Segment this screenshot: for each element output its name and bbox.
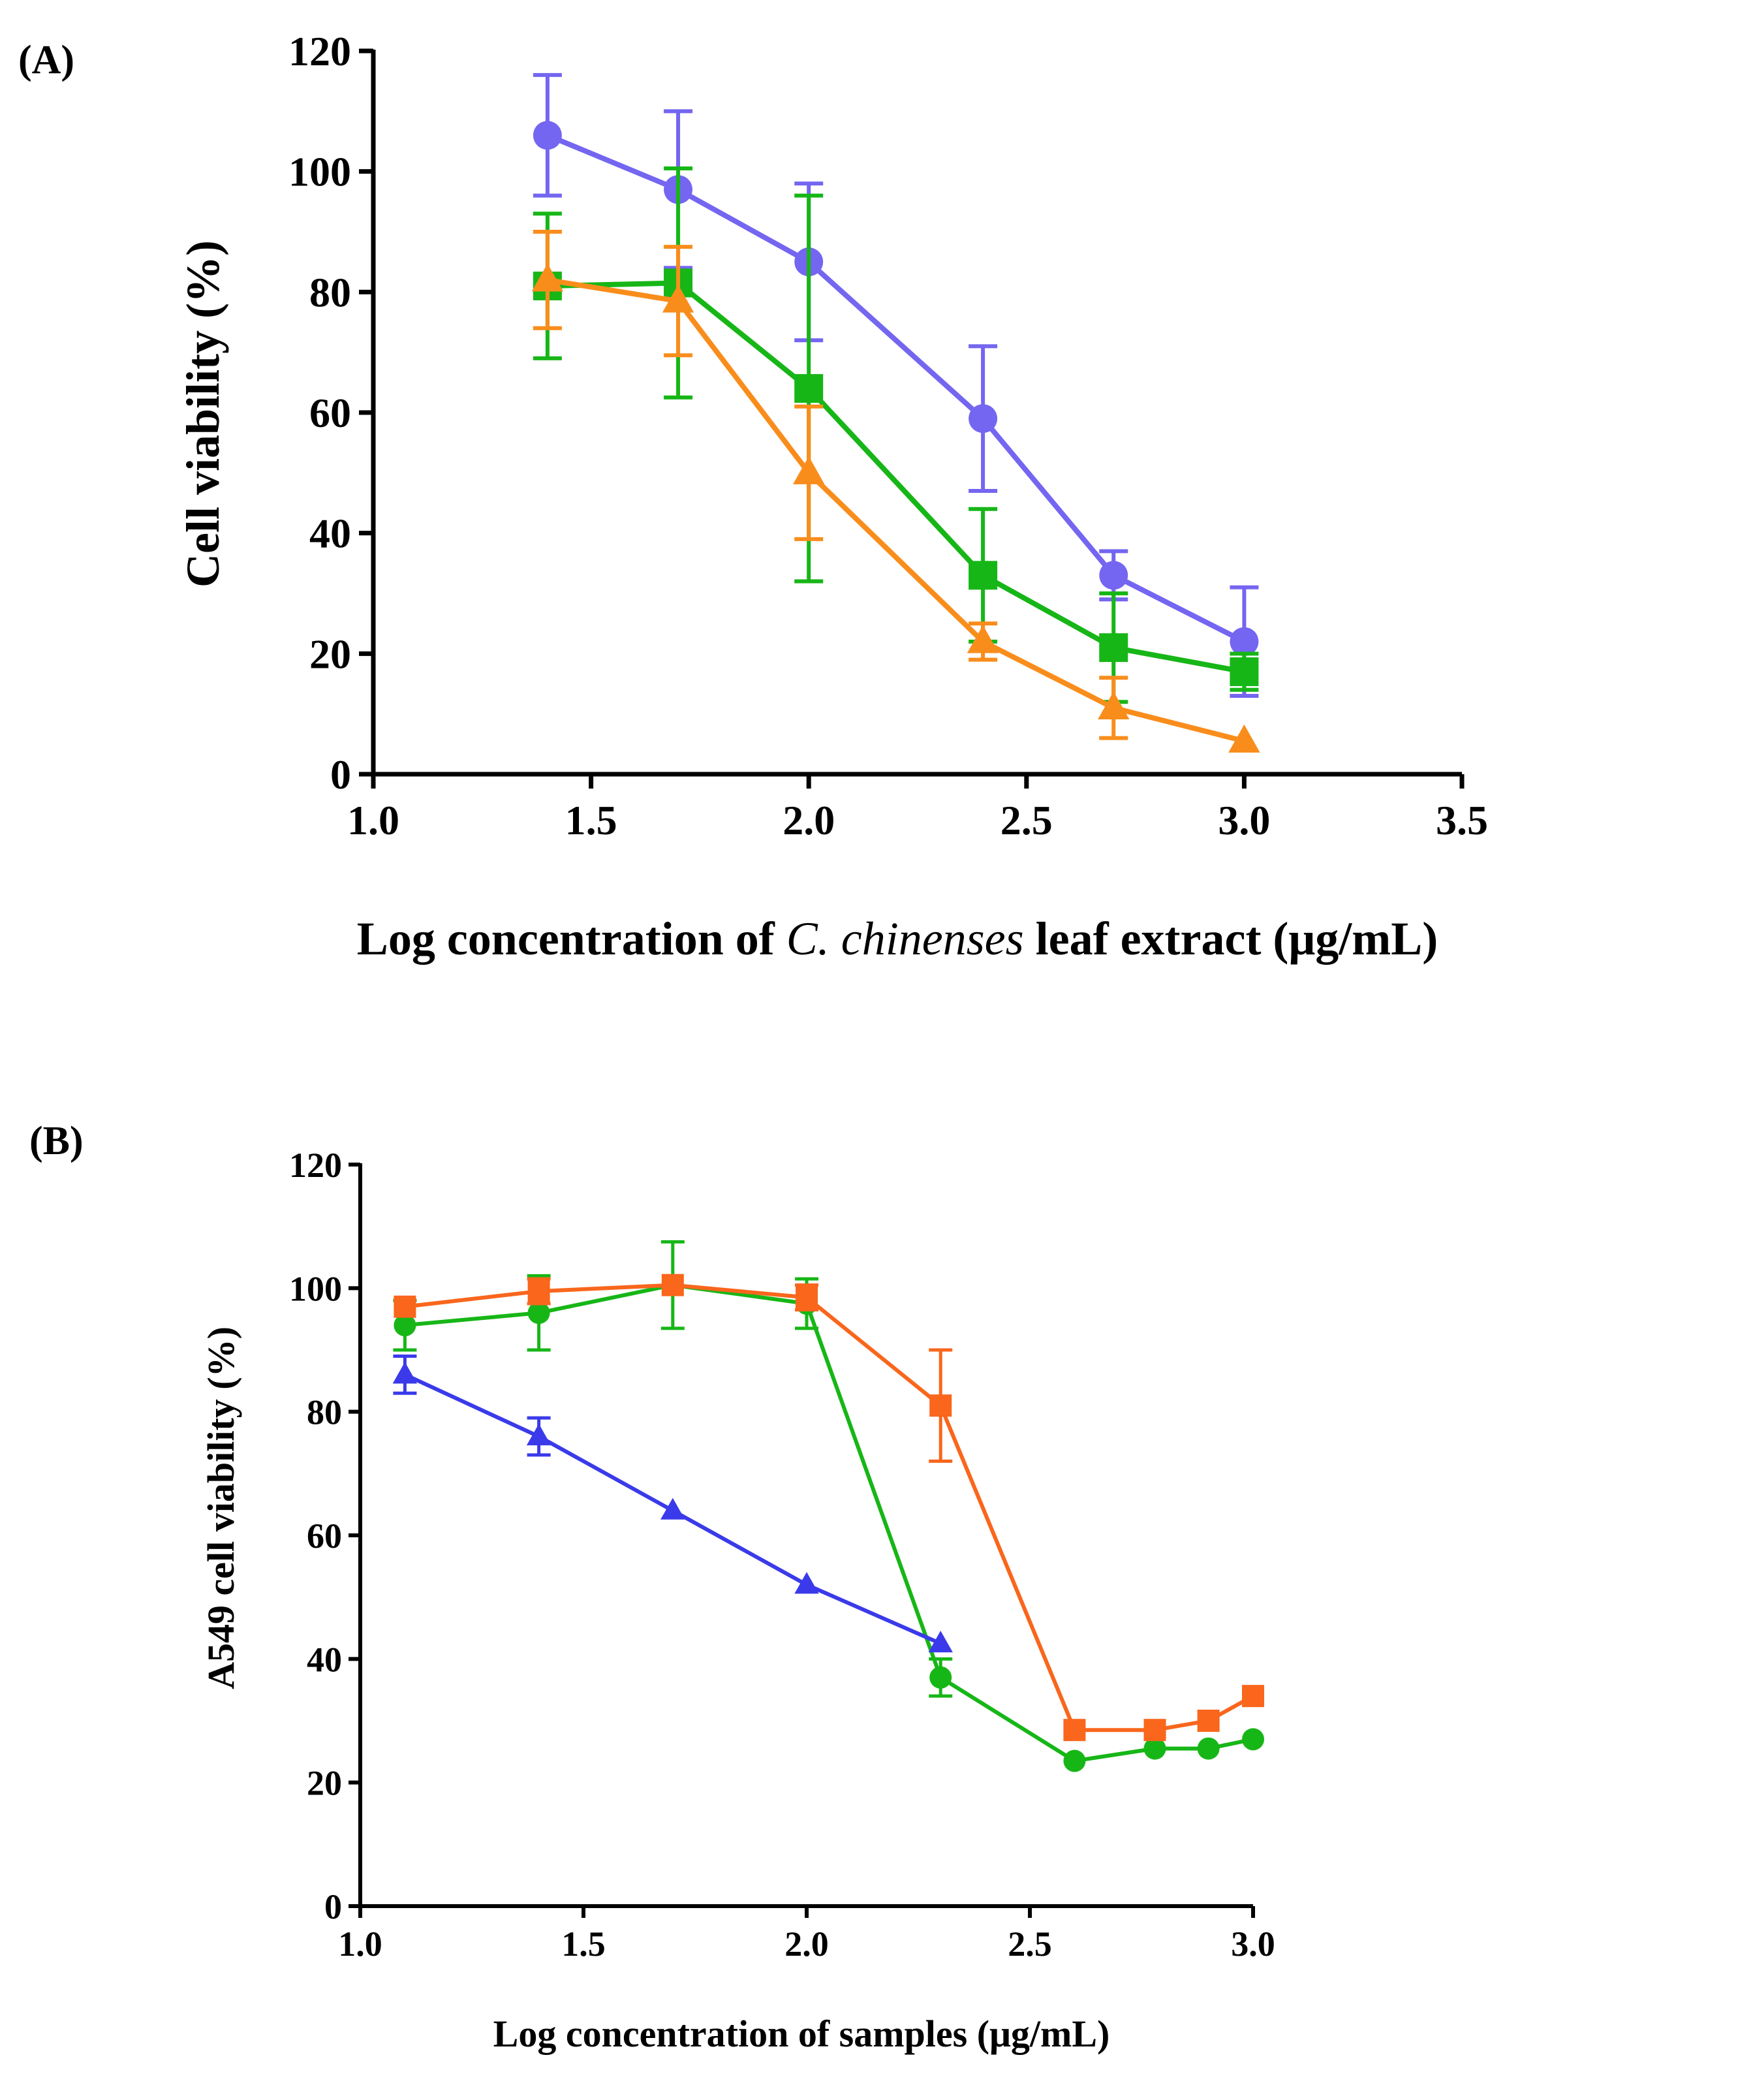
data-point <box>1143 1737 1166 1760</box>
panel-b-x-tick-label: 3.0 <box>1231 1924 1275 1964</box>
panel-a-xlabel: Log concentration of C. chinenses leaf e… <box>357 913 1438 965</box>
data-point <box>1197 1737 1220 1760</box>
panel-a-x-tick-label: 1.5 <box>565 797 617 843</box>
panel-b-series <box>392 1240 1264 1772</box>
series-line <box>547 277 1245 744</box>
data-point <box>967 625 999 653</box>
data-point <box>793 456 825 484</box>
panel-a-ylabel: Cell viability (%) <box>177 240 229 588</box>
data-point <box>394 1295 416 1318</box>
data-point <box>526 1423 551 1446</box>
panel-b-y-tick-label: 0 <box>324 1887 342 1926</box>
data-point <box>794 1572 819 1594</box>
panel-a-y-tick-label: 80 <box>309 269 351 315</box>
data-point <box>531 263 564 292</box>
panel-a-y-tick-label: 40 <box>309 510 351 557</box>
panel-a-xlabel-species: C. chinenses <box>786 913 1024 965</box>
data-point <box>1063 1749 1086 1772</box>
panel-b-y-tick-label: 100 <box>289 1269 342 1308</box>
panel-b-x-tick-label: 1.5 <box>561 1924 606 1964</box>
panel-b-xlabel: Log concentration of samples (μg/mL) <box>493 2013 1110 2055</box>
panel-a-series <box>531 72 1260 753</box>
data-point <box>660 1497 685 1520</box>
data-point <box>661 1274 684 1296</box>
data-point <box>1242 1685 1264 1708</box>
data-point <box>527 1302 550 1324</box>
series-line <box>405 1283 1254 1763</box>
data-point <box>929 1394 952 1417</box>
panel-b-ylabel: A549 cell viability (%) <box>200 1326 242 1689</box>
series-line <box>405 1283 1254 1732</box>
data-point <box>1099 633 1128 663</box>
data-point <box>1230 627 1259 656</box>
panel-a-series-48-h <box>533 166 1259 704</box>
panel-a-y-tick-label: 60 <box>309 390 351 436</box>
panel-a-y-tick-label: 0 <box>330 751 351 798</box>
panel-b-axes: 0 20 40 60 80 100 120 1.0 1.5 2.0 2.5 3.0 <box>289 1146 1275 1964</box>
panel-a-xlabel-suffix: leaf extract (μg/mL) <box>1024 913 1438 965</box>
data-point <box>662 284 694 313</box>
data-point <box>533 121 562 150</box>
data-point <box>1098 691 1130 720</box>
data-point <box>1143 1719 1166 1742</box>
panel-a-y-tick-label: 120 <box>288 28 351 74</box>
panel-b-series-hispidulin <box>392 1354 953 1653</box>
data-point <box>928 1631 953 1653</box>
data-point <box>1063 1719 1086 1742</box>
data-point <box>1230 657 1259 687</box>
data-point <box>1099 561 1128 590</box>
panel-a-x-tick-label: 2.0 <box>783 797 835 843</box>
data-point <box>392 1362 418 1384</box>
series-line <box>547 280 1245 674</box>
panel-a-axes: 0 20 40 60 80 100 120 1.0 1.5 2.0 2.5 3.0 3.5 <box>288 28 1488 843</box>
panel-b-label: (B) <box>29 1119 84 1163</box>
data-point <box>969 404 998 433</box>
panel-a-y-tick-label: 100 <box>288 149 351 195</box>
panel-b-x-tick-label: 1.0 <box>338 1924 382 1964</box>
data-point <box>1242 1728 1264 1751</box>
series-line <box>546 133 1246 644</box>
data-point <box>794 374 824 403</box>
panel-b-x-tick-label: 2.0 <box>784 1924 829 1964</box>
panel-a-label: (A) <box>18 38 74 82</box>
panel-b-x-tick-label: 2.5 <box>1008 1924 1052 1964</box>
panel-b-series-verbascoside <box>394 1274 1264 1742</box>
panel-b-y-tick-label: 20 <box>307 1764 342 1803</box>
data-point <box>796 1286 818 1309</box>
panel-a-x-tick-label: 3.0 <box>1218 797 1270 843</box>
data-point <box>1228 724 1260 753</box>
data-point <box>969 561 998 590</box>
panel-b-series-isoverbascoside <box>393 1240 1264 1772</box>
panel-a: (A) 0 20 40 60 80 100 120 1.0 1.5 2.0 2.5 3.0 3.5 Ce… <box>18 28 1488 965</box>
panel-b-y-tick-label: 80 <box>307 1393 342 1432</box>
data-point <box>527 1280 550 1303</box>
panel-a-series-24-h <box>533 72 1259 698</box>
data-point <box>1197 1710 1220 1732</box>
panel-a-xlabel-prefix: Log concentration of <box>357 913 786 965</box>
panel-a-series-72-h <box>531 230 1260 753</box>
data-point <box>394 1314 416 1337</box>
panel-b: (B) 0 20 40 60 80 100 120 1.0 1.5 2.0 2.5 3.0 A549 … <box>29 1119 1275 2055</box>
panel-b-y-tick-label: 40 <box>307 1640 342 1679</box>
panel-a-x-tick-label: 1.0 <box>347 797 399 843</box>
panel-a-y-tick-label: 20 <box>309 631 351 677</box>
panel-b-y-tick-label: 120 <box>289 1146 342 1185</box>
data-point <box>929 1666 952 1689</box>
panel-b-y-tick-label: 60 <box>307 1516 342 1556</box>
panel-a-x-tick-label: 3.5 <box>1436 797 1488 843</box>
panel-a-x-tick-label: 2.5 <box>1001 797 1053 843</box>
